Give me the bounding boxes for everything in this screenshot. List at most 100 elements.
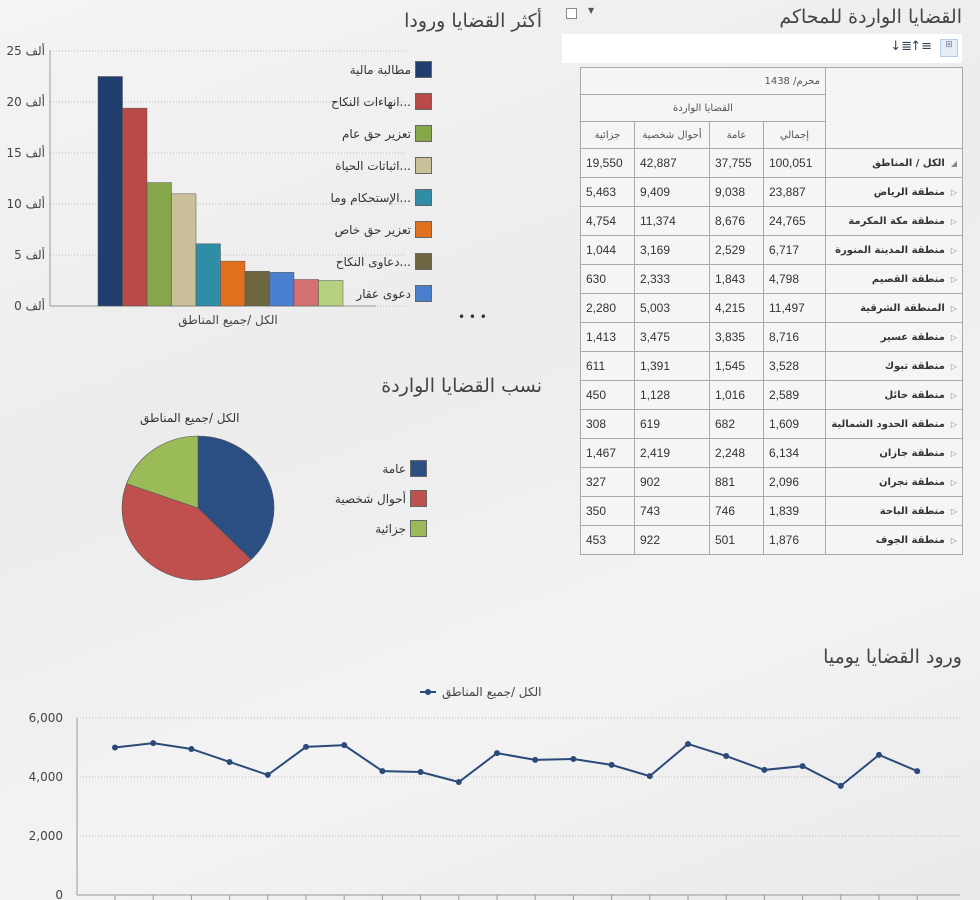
legend-item[interactable]: مطالبة مالية (350, 61, 432, 78)
legend-item[interactable]: ...انهاءات النكاح (331, 93, 432, 110)
region-cell[interactable]: ▷منطقة جازان (825, 438, 963, 468)
region-cell[interactable]: ▷منطقة الباحة (825, 496, 963, 526)
column-header[interactable]: عامة (709, 121, 764, 149)
general-cell: 746 (709, 496, 764, 526)
region-cell[interactable]: ▷منطقة حائل (825, 380, 963, 410)
data-point (226, 758, 233, 765)
legend-item[interactable]: ...اثباتات الحياة (335, 157, 432, 174)
total-cell: 23,887 (763, 177, 826, 207)
general-cell: 2,248 (709, 438, 764, 468)
legend-item[interactable]: تعزير حق خاص (335, 221, 432, 238)
table-row: ▷منطقة عسير 8,716 3,835 3,475 1,413 (580, 322, 963, 352)
general-cell: 1,843 (709, 264, 764, 294)
data-point (761, 766, 768, 773)
criminal-cell: 450 (580, 380, 635, 410)
personal-cell: 922 (634, 525, 710, 555)
expand-all-icon[interactable]: ⊞ (940, 39, 958, 57)
legend-swatch (415, 93, 432, 110)
legend-item[interactable]: تعزير حق عام (342, 125, 432, 142)
sort-ascending-icon[interactable]: ↑≡ (910, 39, 932, 54)
region-cell[interactable]: ▷منطقة عسير (825, 322, 963, 352)
collapse-icon[interactable]: ◢ (950, 158, 957, 168)
table-row: ▷منطقة الباحة 1,839 746 743 350 (580, 496, 963, 526)
expand-icon[interactable]: ▷ (950, 332, 957, 342)
data-point (417, 768, 424, 775)
data-point (264, 771, 271, 778)
expand-icon[interactable]: ▷ (950, 448, 957, 458)
data-point (455, 779, 462, 786)
criminal-cell: 611 (580, 351, 635, 381)
region-cell[interactable]: ▷منطقة الحدود الشمالية (825, 409, 963, 439)
expand-icon[interactable]: ▷ (950, 506, 957, 516)
courts-table: محرم/ 1438 القضايا الواردة إجمالي عامة أحوا… (580, 67, 963, 555)
legend-marker (425, 689, 431, 695)
data-point (112, 744, 118, 751)
sort-descending-icon[interactable]: ↓≣ (890, 39, 912, 54)
legend-item[interactable]: أحوال شخصية (335, 490, 427, 507)
y-tick-label: 0 ألف (14, 298, 45, 313)
data-point (532, 756, 539, 763)
expand-icon[interactable]: ▷ (950, 187, 957, 197)
region-cell[interactable]: ▷منطقة القصيم (825, 264, 963, 294)
region-cell[interactable]: ▷منطقة تبوك (825, 351, 963, 381)
personal-cell: 1,391 (634, 351, 710, 381)
region-cell[interactable]: ▷المنطقة الشرقية (825, 293, 963, 323)
expand-icon[interactable]: ▷ (950, 216, 957, 226)
total-cell: 6,134 (763, 438, 826, 468)
region-cell[interactable]: ▷منطقة الرياض (825, 177, 963, 207)
bar (244, 271, 270, 307)
personal-cell: 2,333 (634, 264, 710, 294)
bar (195, 243, 221, 307)
criminal-cell: 350 (580, 496, 635, 526)
region-cell[interactable]: ▷منطقة نجران (825, 467, 963, 497)
expand-icon[interactable]: ▷ (950, 419, 957, 429)
expand-icon[interactable]: ▷ (950, 361, 957, 371)
dropdown-arrow-icon[interactable]: ▼ (588, 6, 595, 15)
period-header: محرم/ 1438 (580, 67, 826, 95)
legend-item[interactable]: ...الإستحكام وما (331, 189, 432, 206)
expand-icon[interactable]: ▷ (950, 303, 957, 313)
pie-subtitle: الكل /جميع المناطق (140, 411, 240, 425)
select-checkbox[interactable] (566, 8, 577, 19)
legend-item[interactable]: ...دعاوى النكاح (336, 253, 432, 270)
total-cell: 8,716 (763, 322, 826, 352)
legend-swatch (415, 125, 432, 142)
general-cell: 8,676 (709, 206, 764, 236)
bar (220, 260, 246, 307)
expand-icon[interactable]: ▷ (950, 274, 957, 284)
column-header[interactable]: إجمالي (763, 121, 826, 149)
region-cell[interactable]: ▷منطقة مكة المكرمة (825, 206, 963, 236)
legend-item[interactable]: دعوى عقار (356, 285, 432, 302)
expand-icon[interactable]: ▷ (950, 535, 957, 545)
region-cell[interactable]: ◢الكل / المناطق (825, 148, 963, 178)
region-cell[interactable]: ▷منطقة الجوف (825, 525, 963, 555)
general-cell: 1,016 (709, 380, 764, 410)
expand-icon[interactable]: ▷ (950, 390, 957, 400)
total-cell: 2,589 (763, 380, 826, 410)
total-cell: 1,876 (763, 525, 826, 555)
data-point (799, 763, 806, 770)
criminal-cell: 327 (580, 467, 635, 497)
legend-swatch (415, 61, 432, 78)
data-point (150, 740, 157, 747)
criminal-cell: 1,044 (580, 235, 635, 265)
legend-label: الكل /جميع المناطق (442, 685, 542, 700)
x-tick-label: الكل /جميع المناطق (178, 313, 278, 328)
personal-cell: 3,475 (634, 322, 710, 352)
legend-item[interactable]: عامة (382, 460, 427, 477)
total-cell: 1,839 (763, 496, 826, 526)
general-cell: 501 (709, 525, 764, 555)
legend-item[interactable]: جزائية (375, 520, 427, 537)
legend-swatch (415, 157, 432, 174)
expand-icon[interactable]: ▷ (950, 245, 957, 255)
general-cell: 9,038 (709, 177, 764, 207)
legend-more-button[interactable]: • • • (458, 310, 487, 324)
y-tick-label: 4,000 (29, 770, 63, 784)
total-cell: 6,717 (763, 235, 826, 265)
region-cell[interactable]: ▷منطقة المدينة المنورة (825, 235, 963, 265)
criminal-cell: 2,280 (580, 293, 635, 323)
expand-icon[interactable]: ▷ (950, 477, 957, 487)
criminal-cell: 1,467 (580, 438, 635, 468)
column-header[interactable]: جزائية (580, 121, 635, 149)
column-header[interactable]: أحوال شخصية (634, 121, 710, 149)
